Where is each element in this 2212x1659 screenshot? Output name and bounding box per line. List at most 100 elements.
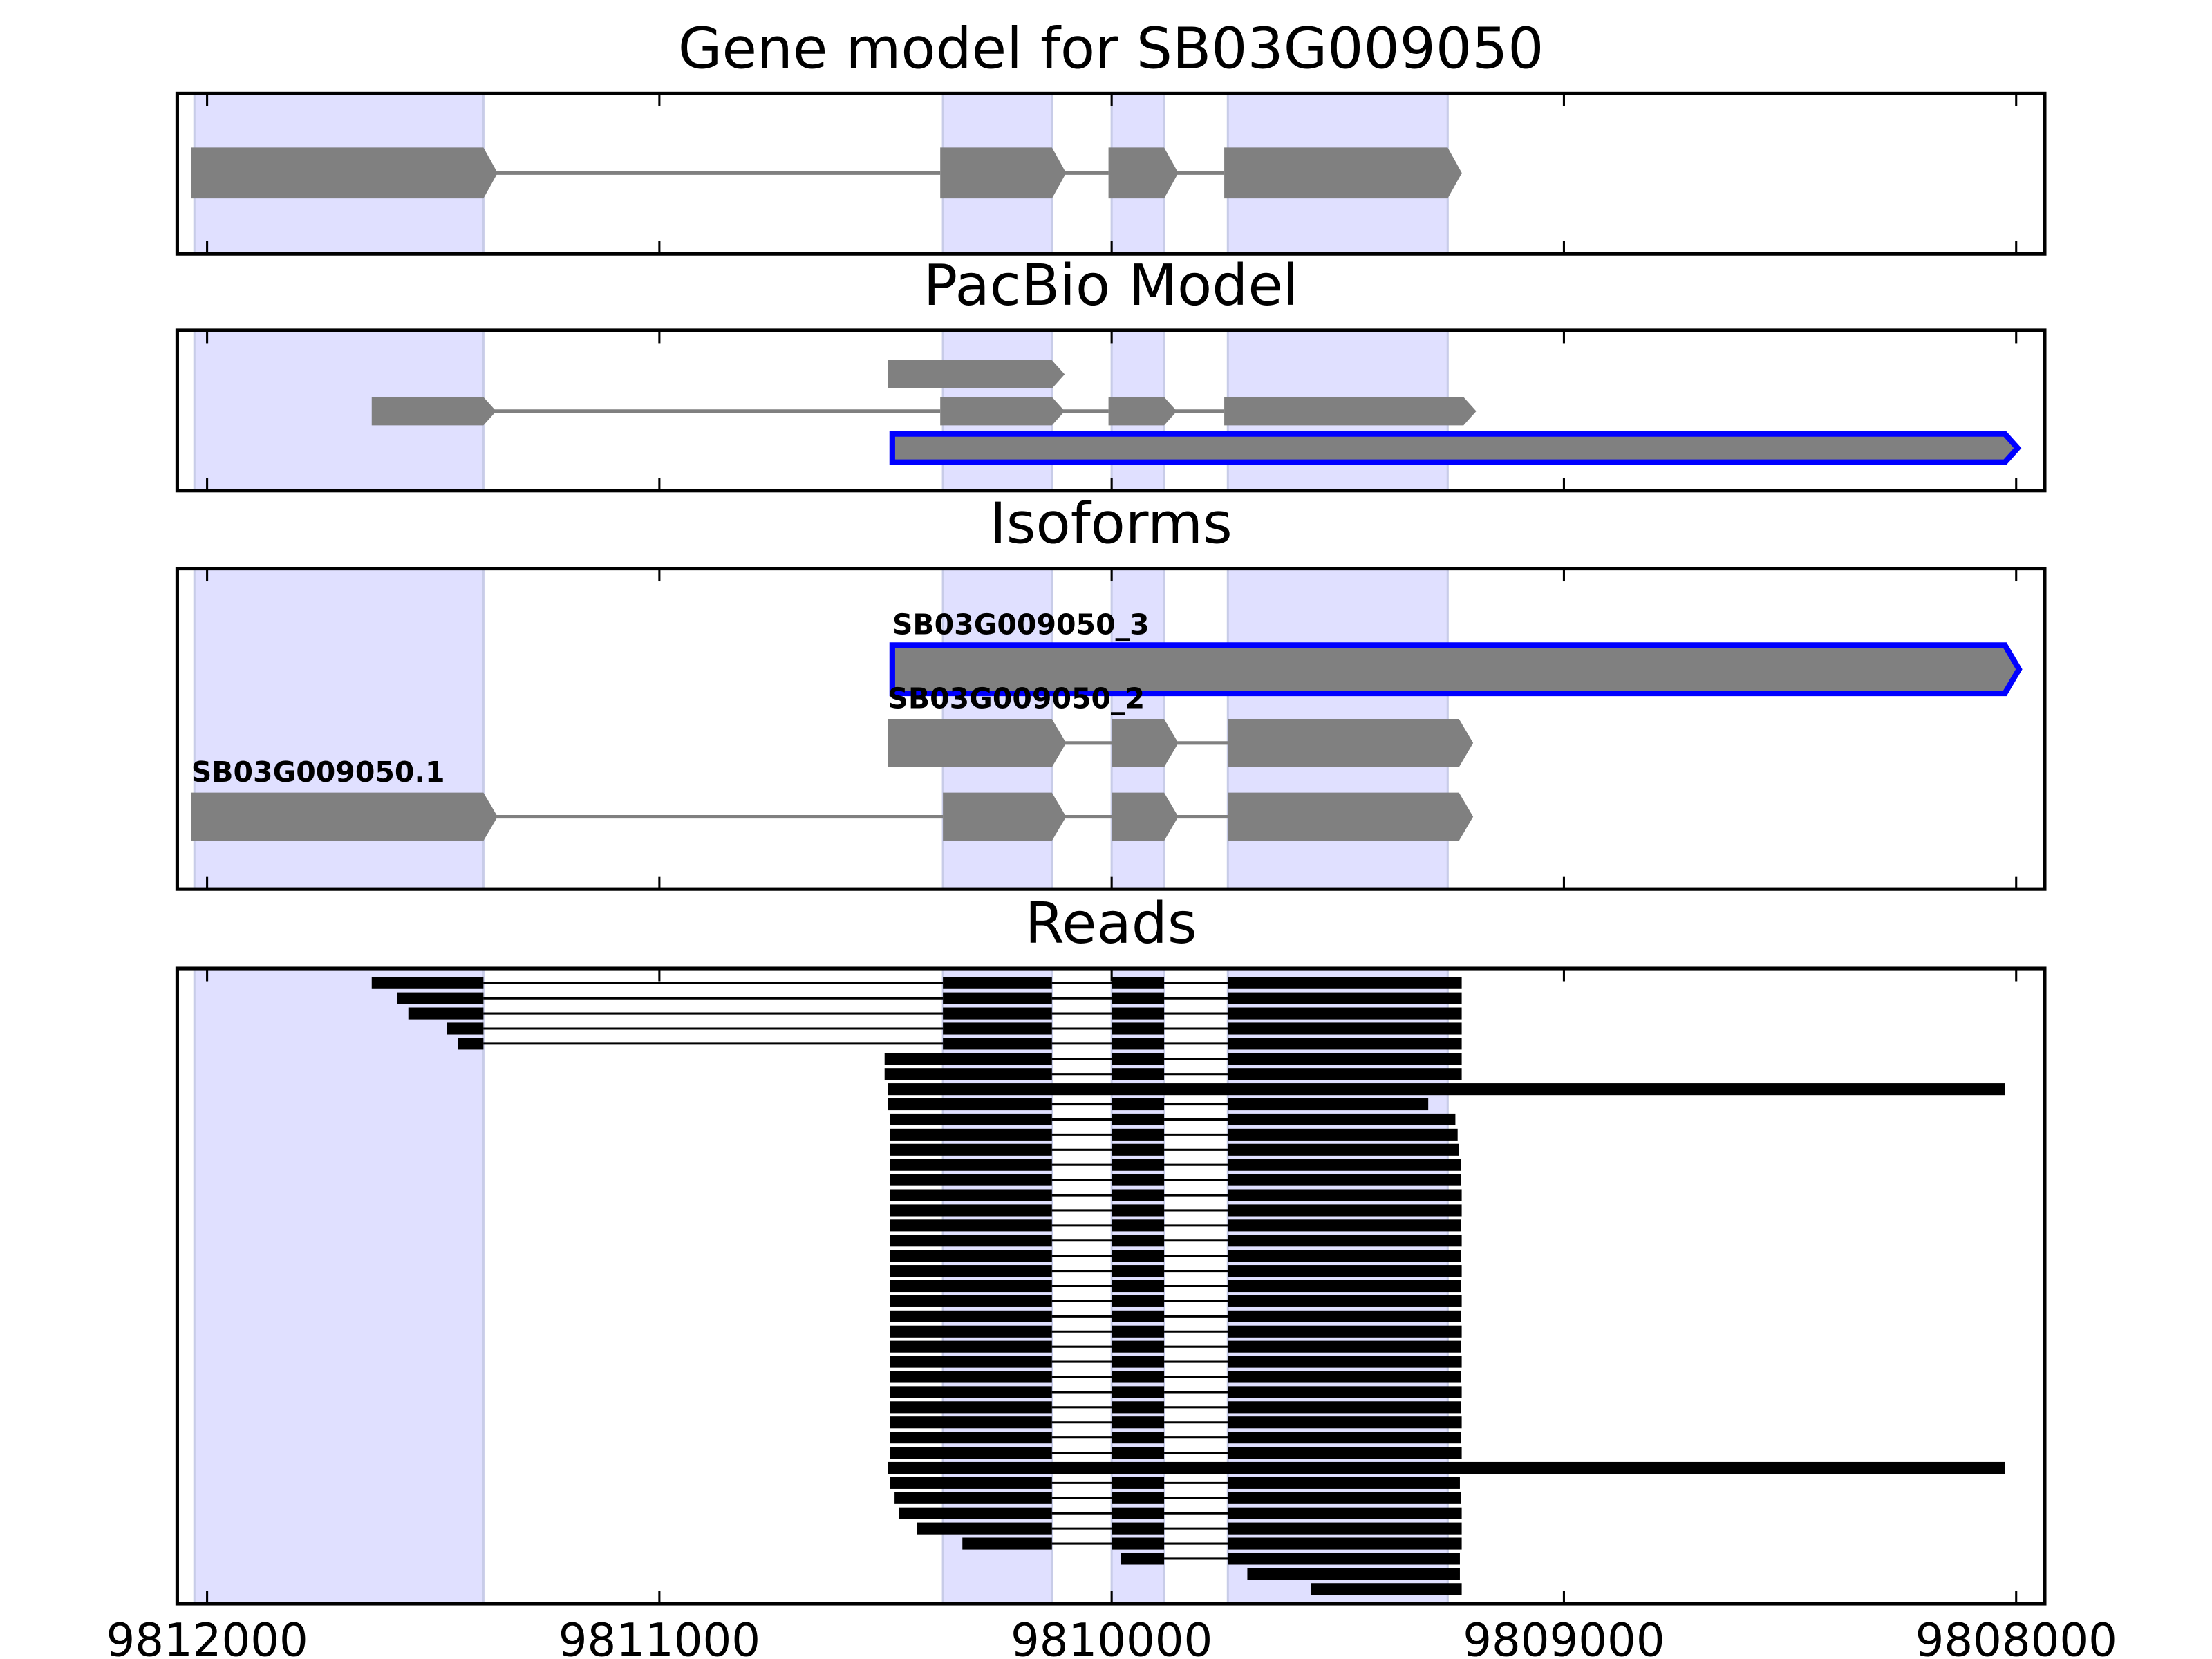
read-block	[1228, 1143, 1459, 1156]
read-block	[1228, 1098, 1429, 1111]
read-block	[888, 1098, 1052, 1111]
read-block	[1311, 1583, 1462, 1595]
isoform-label: SB03G009050.1	[191, 756, 445, 789]
read-block	[890, 1416, 1052, 1429]
read-block	[1228, 1537, 1462, 1550]
read-block	[890, 1113, 1052, 1126]
read-block	[1228, 1235, 1462, 1247]
x-tick-label: 9810000	[1011, 1614, 1212, 1659]
read-block	[1112, 1053, 1165, 1065]
read-block	[1112, 1325, 1165, 1338]
exon	[940, 397, 1065, 426]
read-block	[397, 992, 484, 1004]
read-block	[1228, 1295, 1462, 1307]
isoform-label: SB03G009050_2	[888, 682, 1145, 715]
read-block	[371, 977, 484, 989]
read-block	[1228, 1219, 1461, 1232]
read-block	[890, 1310, 1052, 1322]
read-block	[888, 1083, 2005, 1096]
read-block	[1228, 1356, 1462, 1368]
read-block	[1228, 1432, 1461, 1444]
read-block	[890, 1401, 1052, 1414]
panel-frame	[175, 567, 2047, 891]
read-block	[1112, 1159, 1165, 1171]
read-block	[408, 1007, 484, 1020]
read-block	[1228, 1053, 1462, 1065]
read-block	[1112, 1098, 1165, 1111]
exon	[943, 792, 1067, 841]
read-block	[1112, 1265, 1165, 1277]
read-block	[943, 1038, 1052, 1050]
read-block	[1228, 1553, 1460, 1565]
read-block	[884, 1068, 1052, 1080]
read-block	[890, 1235, 1052, 1247]
read-block	[890, 1265, 1052, 1277]
read-block	[1112, 1189, 1165, 1201]
panel-title: Gene model for SB03G009050	[678, 16, 1544, 82]
read-block	[1228, 1128, 1458, 1141]
read-block	[1112, 1128, 1165, 1141]
read-block	[1112, 1250, 1165, 1262]
read-block	[890, 1356, 1052, 1368]
read-block	[1112, 1401, 1165, 1414]
panel-frame	[175, 966, 2047, 1606]
read-block	[899, 1507, 1052, 1519]
read-block	[1112, 1477, 1165, 1489]
read-block	[890, 1432, 1052, 1444]
read-block	[1228, 1250, 1461, 1262]
x-tick-label: 9811000	[559, 1614, 760, 1659]
read-block	[962, 1537, 1052, 1550]
read-block	[1112, 1204, 1165, 1217]
read-block	[890, 1189, 1052, 1201]
exon	[1228, 719, 1474, 767]
read-block	[447, 1022, 484, 1035]
read-block	[890, 1477, 1052, 1489]
read-block	[890, 1325, 1052, 1338]
read-block	[1228, 1325, 1462, 1338]
read-block	[1112, 1522, 1165, 1535]
read-block	[1228, 1416, 1462, 1429]
read-block	[1228, 1068, 1462, 1080]
exon	[191, 147, 498, 199]
read-block	[1228, 1189, 1462, 1201]
exon	[889, 642, 2023, 697]
exon	[888, 360, 1065, 389]
read-block	[890, 1159, 1052, 1171]
read-block	[1228, 1038, 1462, 1050]
x-tick-label: 9812000	[106, 1614, 308, 1659]
exon	[888, 719, 1067, 767]
read-block	[1228, 1174, 1461, 1186]
panel-frame	[175, 328, 2047, 493]
read-block	[1112, 1447, 1165, 1459]
read-block	[884, 1053, 1052, 1065]
read-block	[1228, 1113, 1456, 1126]
read-block	[890, 1204, 1052, 1217]
read-block	[1112, 1295, 1165, 1307]
read-block	[1112, 1280, 1165, 1293]
read-block	[888, 1461, 2005, 1474]
read-block	[1228, 1371, 1461, 1383]
x-tick-label: 9808000	[1915, 1614, 2117, 1659]
exon	[1108, 147, 1179, 199]
exon	[1108, 397, 1177, 426]
read-block	[1228, 1522, 1462, 1535]
read-block	[1228, 1447, 1462, 1459]
exon	[940, 147, 1067, 199]
read-block	[1112, 1340, 1165, 1353]
read-block	[1228, 1507, 1462, 1519]
read-block	[1228, 1007, 1462, 1020]
read-block	[1112, 1432, 1165, 1444]
read-block	[943, 977, 1052, 989]
read-block	[1112, 1022, 1165, 1035]
read-block	[894, 1492, 1052, 1504]
isoform-label: SB03G009050_3	[892, 608, 1150, 641]
read-block	[1228, 1386, 1462, 1398]
exon	[371, 397, 496, 426]
read-block	[943, 1007, 1052, 1020]
panel-title: Reads	[1025, 891, 1197, 957]
panel-title: Isoforms	[990, 491, 1232, 557]
panel-frame	[175, 91, 2047, 256]
read-block	[1112, 1386, 1165, 1398]
exon	[191, 792, 498, 841]
read-block	[1228, 1310, 1461, 1322]
